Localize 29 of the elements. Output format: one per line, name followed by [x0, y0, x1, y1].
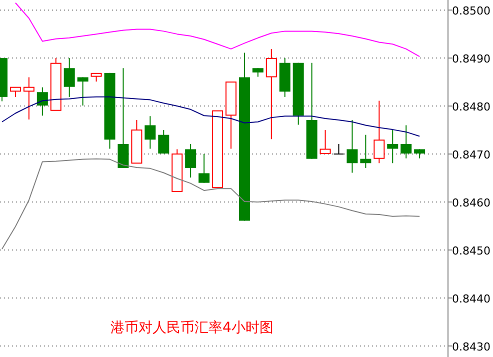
y-tick-label: 0.8470	[452, 148, 490, 162]
candlestick	[64, 58, 75, 98]
candlestick	[77, 76, 88, 106]
candlestick	[198, 154, 210, 184]
candlestick	[414, 148, 426, 159]
candlestick	[158, 130, 170, 154]
y-tick-label: 0.8440	[452, 292, 490, 306]
line-series	[14, 2, 420, 58]
candlestick	[144, 116, 156, 150]
y-tick-label: 0.8430	[452, 340, 490, 354]
y-tick-label: 0.8500	[452, 4, 490, 18]
candlestick	[118, 68, 129, 168]
candlestick	[387, 130, 398, 164]
candlestick	[400, 124, 412, 159]
candlestick	[266, 48, 277, 140]
candlestick	[374, 100, 385, 164]
candlestick	[320, 130, 331, 154]
candlestick	[185, 143, 196, 178]
annotation: 港币对人民币汇率4小时图	[110, 320, 274, 336]
candlestick	[333, 143, 344, 155]
candlestick	[346, 119, 358, 174]
y-tick-label: 0.8460	[452, 196, 490, 210]
candlestick	[23, 76, 34, 120]
candlestick	[10, 86, 21, 98]
y-tick-label: 0.8490	[452, 52, 490, 66]
candlestick	[360, 134, 372, 168]
y-tick-label: 0.8480	[452, 100, 490, 114]
candlestick	[36, 86, 48, 116]
y-tick-label: 0.8450	[452, 244, 490, 258]
